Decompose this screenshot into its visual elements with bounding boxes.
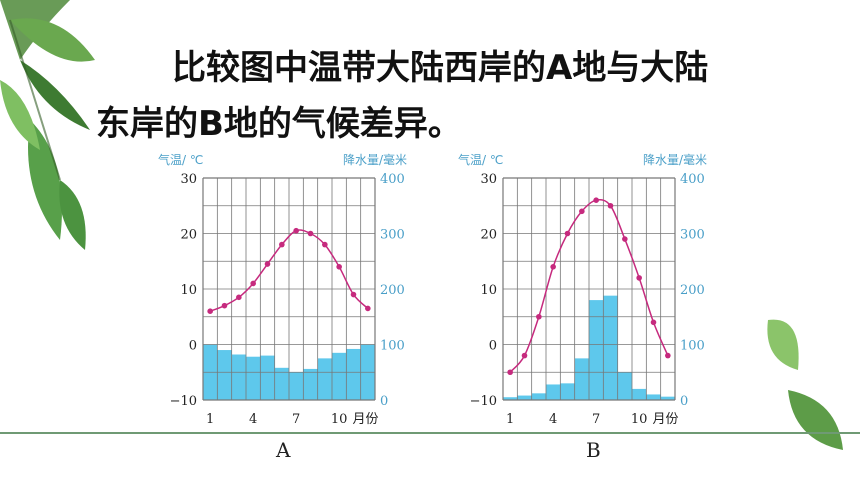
precip-bar bbox=[332, 352, 347, 400]
chart-b-caption: B bbox=[586, 438, 601, 462]
precip-tick-label: 100 bbox=[380, 339, 405, 354]
precip-bar bbox=[546, 384, 561, 400]
x-unit-label: 月份 bbox=[352, 412, 378, 427]
precip-tick-label: 400 bbox=[380, 172, 405, 187]
precip-bar bbox=[574, 358, 589, 400]
precip-tick-label: 0 bbox=[380, 394, 388, 409]
precip-bar bbox=[317, 358, 332, 400]
question-text: 比较图中温带大陆西岸的A地与大陆 东岸的B地的气候差异。 bbox=[60, 40, 780, 152]
temperature-point bbox=[250, 280, 256, 287]
temperature-point bbox=[622, 236, 628, 242]
precip-bar bbox=[517, 395, 532, 400]
month-tick-label: 4 bbox=[549, 412, 557, 427]
temp-tick-label: 0 bbox=[189, 339, 197, 354]
precip-bar bbox=[260, 355, 275, 400]
temperature-point bbox=[593, 197, 599, 203]
precip-bar bbox=[246, 356, 261, 400]
question-line-1: 比较图中温带大陆西岸的A地与大陆 bbox=[172, 48, 709, 88]
precip-tick-label: 200 bbox=[380, 283, 405, 298]
temperature-point bbox=[536, 313, 542, 320]
temperature-point bbox=[650, 319, 657, 326]
temperature-point bbox=[336, 264, 342, 270]
precip-tick-label: 300 bbox=[680, 228, 705, 243]
precip-bar bbox=[303, 368, 318, 400]
precip-bar bbox=[660, 396, 675, 400]
temp-tick-label: 30 bbox=[180, 172, 197, 187]
precip-tick-label: 200 bbox=[680, 283, 705, 298]
precip-tick-label: 300 bbox=[380, 228, 405, 243]
precip-bar bbox=[603, 295, 618, 400]
temperature-point bbox=[607, 202, 614, 209]
divider-line bbox=[0, 432, 860, 434]
temperature-point bbox=[636, 275, 642, 281]
month-tick-label: 10 bbox=[331, 412, 348, 427]
temp-tick-label: 30 bbox=[480, 172, 497, 187]
precip-bar bbox=[346, 348, 361, 400]
temperature-point bbox=[279, 241, 285, 248]
question-line-2: 东岸的B地的气候差异。 bbox=[96, 104, 462, 144]
precip-bar bbox=[589, 300, 604, 400]
x-unit-label: 月份 bbox=[652, 412, 678, 427]
temperature-point bbox=[322, 241, 328, 248]
temperature-point bbox=[307, 230, 314, 237]
chart-a-caption: A bbox=[276, 438, 291, 462]
temperature-point bbox=[365, 305, 371, 312]
precip-bar bbox=[231, 354, 246, 400]
precip-bar bbox=[617, 372, 632, 400]
precip-tick-label: 0 bbox=[680, 394, 688, 409]
temp-tick-label: 20 bbox=[180, 228, 197, 243]
month-tick-label: 4 bbox=[249, 412, 257, 427]
leaf-branch-decoration bbox=[0, 0, 95, 250]
precip-bar bbox=[646, 394, 661, 400]
temp-tick-label: 10 bbox=[180, 283, 197, 298]
temperature-point bbox=[350, 291, 357, 298]
temperature-point bbox=[665, 352, 671, 359]
month-tick-label: 1 bbox=[206, 412, 214, 427]
temp-tick-label: 20 bbox=[480, 228, 497, 243]
temperature-point bbox=[564, 230, 571, 237]
precip-bar bbox=[274, 367, 289, 400]
temp-tick-label: 10 bbox=[480, 283, 497, 298]
temp-tick-label: −10 bbox=[170, 394, 197, 409]
temperature-point bbox=[293, 227, 299, 234]
temperature-point bbox=[207, 308, 213, 315]
precip-axis-title: 降水量/毫米 bbox=[643, 152, 707, 167]
temperature-point bbox=[579, 208, 585, 215]
month-tick-label: 1 bbox=[506, 412, 514, 427]
temperature-point bbox=[550, 264, 556, 270]
temp-tick-label: −10 bbox=[470, 394, 497, 409]
temperature-point bbox=[507, 369, 513, 376]
temperature-point bbox=[521, 352, 528, 359]
temp-tick-label: 0 bbox=[489, 339, 497, 354]
month-tick-label: 10 bbox=[631, 412, 648, 427]
precip-tick-label: 100 bbox=[680, 339, 705, 354]
temperature-curve bbox=[509, 199, 669, 373]
month-tick-label: 7 bbox=[292, 412, 300, 427]
precip-bar bbox=[632, 388, 647, 400]
temp-axis-title: 气温/ ℃ bbox=[158, 152, 203, 167]
precip-bar bbox=[289, 372, 304, 400]
temp-axis-title: 气温/ ℃ bbox=[458, 152, 503, 167]
precip-bar bbox=[217, 350, 232, 400]
precip-bar bbox=[531, 393, 546, 400]
precip-axis-title: 降水量/毫米 bbox=[343, 152, 407, 167]
temperature-point bbox=[264, 261, 271, 267]
temperature-point bbox=[221, 302, 228, 309]
precip-bar bbox=[560, 383, 575, 400]
precip-tick-label: 400 bbox=[680, 172, 705, 187]
precip-bar bbox=[503, 397, 518, 400]
month-tick-label: 7 bbox=[592, 412, 600, 427]
leaf-right-decoration bbox=[767, 319, 843, 450]
temperature-point bbox=[236, 294, 242, 301]
